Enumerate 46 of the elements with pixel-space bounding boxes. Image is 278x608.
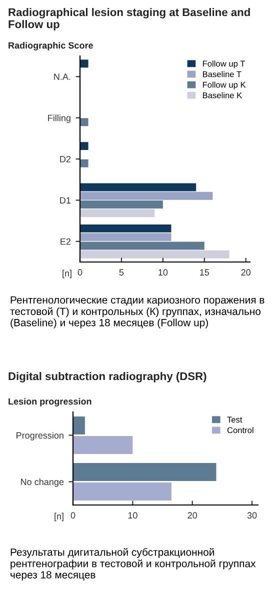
bar [80, 183, 196, 192]
bar [80, 192, 213, 200]
text: Рентгенологические стадии кариозного поражения в тестовой (Т) и контрольных (К) группах, изначально (Baseline) и через 18 месяцев (Follow up) [10, 296, 264, 328]
x-tick-label: 0 [70, 512, 76, 519]
x-tick-label: 5 [119, 269, 124, 276]
x-axis-title: [n] [62, 270, 72, 278]
y-tick-label: E2 [60, 238, 71, 245]
y-tick-label: N.A. [54, 74, 70, 80]
chart-title: Radiographical lesion staging at Baseline and Follow up [8, 8, 250, 30]
bar [73, 463, 216, 481]
y-tick-label: D1 [60, 197, 71, 204]
bar [73, 482, 172, 500]
bar [80, 209, 155, 218]
x-axis-title: [n] [54, 512, 64, 522]
x-tick-label: 10 [128, 512, 138, 519]
bar [80, 159, 88, 168]
chart-title: Digital subtraction radiography (DSR) [8, 372, 206, 382]
y-tick-label: No change [21, 478, 64, 487]
bar [80, 233, 172, 242]
bar [80, 118, 88, 126]
chart-subtitle: Lesion progression [8, 398, 92, 406]
bar [73, 436, 133, 454]
bar [80, 142, 88, 150]
legend-label: Follow up T [202, 60, 246, 68]
text: Результаты дигитальной субстракционной рентгенографии в тестовой и контрольной группах через 18 месяцев [10, 548, 256, 581]
x-tick-label: 0 [78, 269, 82, 276]
legend-label: Baseline K [202, 92, 242, 98]
bar [80, 250, 230, 258]
x-tick-label: 30 [247, 512, 257, 519]
legend-label: Test [227, 416, 242, 423]
bar [80, 224, 172, 232]
bar [73, 416, 85, 434]
x-tick-label: 20 [188, 512, 198, 519]
bar [80, 242, 204, 250]
legend-label: Baseline T [202, 71, 242, 78]
bar [80, 200, 163, 209]
y-tick-label: Progression [16, 432, 64, 440]
legend-label: Control [227, 427, 254, 434]
bar [80, 60, 88, 68]
x-tick-label: 10 [158, 269, 168, 276]
x-tick-label: 15 [200, 269, 210, 276]
x-tick-label: 20 [241, 269, 251, 276]
y-tick-label: Filling [48, 114, 70, 123]
chart-subtitle: Radiographic Score [8, 42, 93, 50]
legend-label: Follow up K [202, 82, 246, 90]
y-tick-label: D2 [60, 156, 71, 162]
